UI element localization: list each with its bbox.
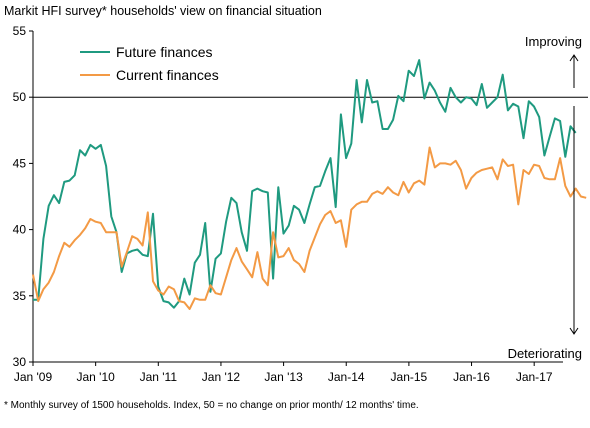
x-tick-label: Jan '11 — [140, 370, 178, 384]
axes: 30 35 40 45 50 55 Jan '09 Jan '10 Jan '11 Jan '12… — [13, 24, 588, 384]
deteriorating-label: Deteriorating — [508, 346, 582, 361]
up-arrow-icon — [569, 54, 579, 88]
series-line-current-finances — [32, 146, 587, 310]
x-tick-label: Jan-16 — [453, 370, 490, 384]
chart-title: Markit HFI survey* households' view on f… — [4, 4, 322, 18]
series-line-future-finances — [33, 59, 577, 309]
down-arrow-icon — [569, 106, 579, 335]
x-tick-label: Jan '13 — [264, 370, 303, 384]
improving-label: Improving — [525, 34, 582, 49]
legend-label: Current finances — [116, 67, 219, 83]
y-tick-label: 45 — [13, 156, 27, 170]
x-tick-label: Jan '10 — [76, 370, 115, 384]
footnote: * Monthly survey of 1500 households. Ind… — [4, 400, 419, 411]
y-tick-label: 55 — [13, 24, 27, 38]
x-tick-label: Jan-17 — [516, 370, 553, 384]
x-tick-label: Jan '12 — [202, 370, 241, 384]
x-tick-label: Jan-15 — [391, 370, 428, 384]
y-tick-label: 40 — [13, 223, 27, 237]
y-tick-label: 50 — [13, 90, 27, 104]
y-tick-label: 35 — [13, 289, 27, 303]
x-tick-label: Jan-14 — [328, 370, 365, 384]
x-tick-label: Jan '09 — [14, 370, 53, 384]
legend-label: Future finances — [116, 44, 213, 60]
series-lines — [32, 59, 587, 310]
y-tick-label: 30 — [13, 355, 27, 369]
legend: Future finances Current finances — [80, 44, 219, 83]
